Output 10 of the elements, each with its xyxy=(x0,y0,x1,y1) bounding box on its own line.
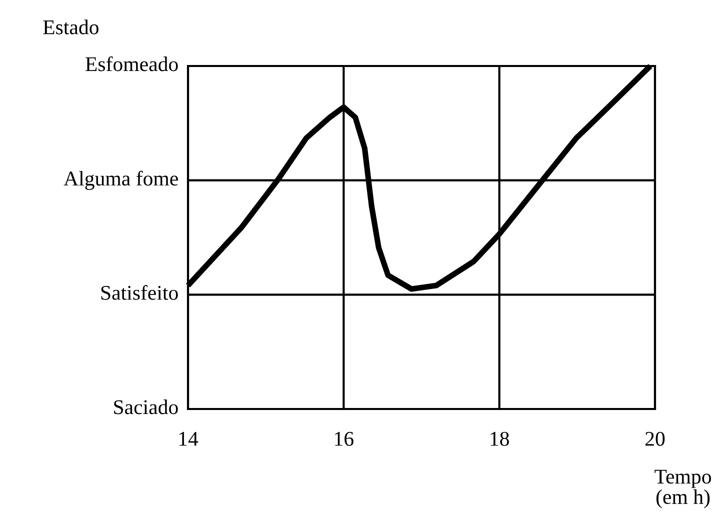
x-tick-label: 18 xyxy=(490,432,509,446)
x-tick-label: 16 xyxy=(335,432,354,446)
text: Alguma fome xyxy=(64,170,178,190)
x-tick-label: 14 xyxy=(179,432,198,446)
x-axis-title: Tempo (em h) xyxy=(654,470,711,508)
x-tick-label: 20 xyxy=(646,432,665,446)
text: Satisfeito xyxy=(101,285,178,300)
y-axis-title: Estado xyxy=(43,20,98,34)
text: Saciado xyxy=(114,400,178,414)
text: Esfomeado xyxy=(86,56,178,72)
